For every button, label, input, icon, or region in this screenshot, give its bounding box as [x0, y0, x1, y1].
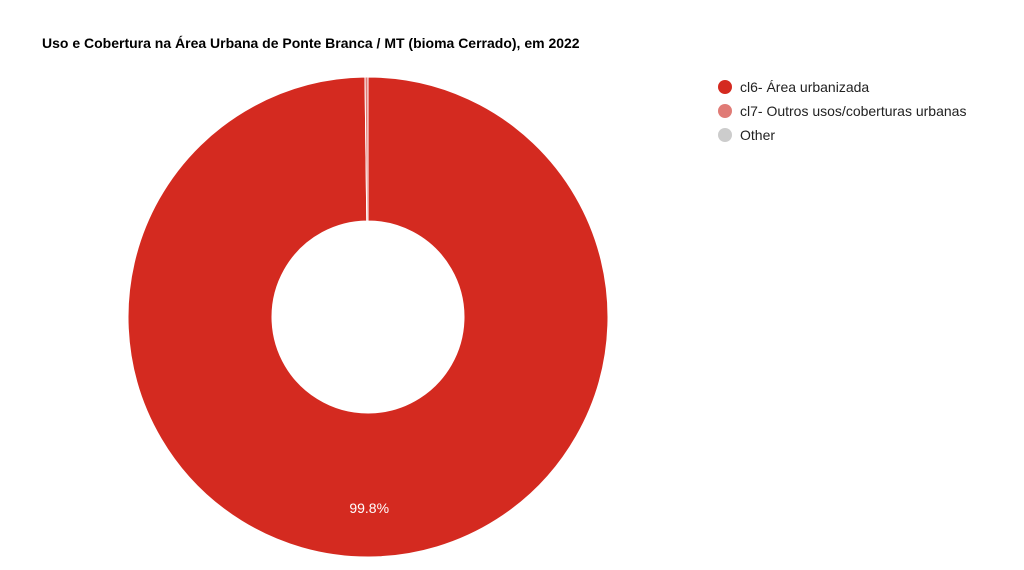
- legend-swatch-outros-usos: [718, 104, 732, 118]
- legend-swatch-area-urbanizada: [718, 80, 732, 94]
- legend-item-outros-usos[interactable]: cl7- Outros usos/coberturas urbanas: [718, 99, 966, 123]
- legend-label-other: Other: [740, 127, 776, 143]
- legend-item-area-urbanizada[interactable]: cl6- Área urbanizada: [718, 75, 966, 99]
- donut-slice-cl7-outros-usos-coberturas-urbanas[interactable]: [364, 76, 369, 222]
- donut-slice-cl6-area-urbanizada[interactable]: [127, 76, 609, 558]
- legend-item-other[interactable]: Other: [718, 123, 966, 147]
- chart-title: Uso e Cobertura na Área Urbana de Ponte …: [42, 35, 580, 51]
- legend-label-outros-usos: cl7- Outros usos/coberturas urbanas: [740, 103, 967, 119]
- chart-legend: cl6- Área urbanizada cl7- Outros usos/co…: [718, 75, 966, 147]
- legend-swatch-other: [718, 128, 732, 142]
- legend-label-area-urbanizada: cl6- Área urbanizada: [740, 79, 870, 95]
- slice-label-cl6-area-urbanizada: 99.8%: [349, 500, 389, 516]
